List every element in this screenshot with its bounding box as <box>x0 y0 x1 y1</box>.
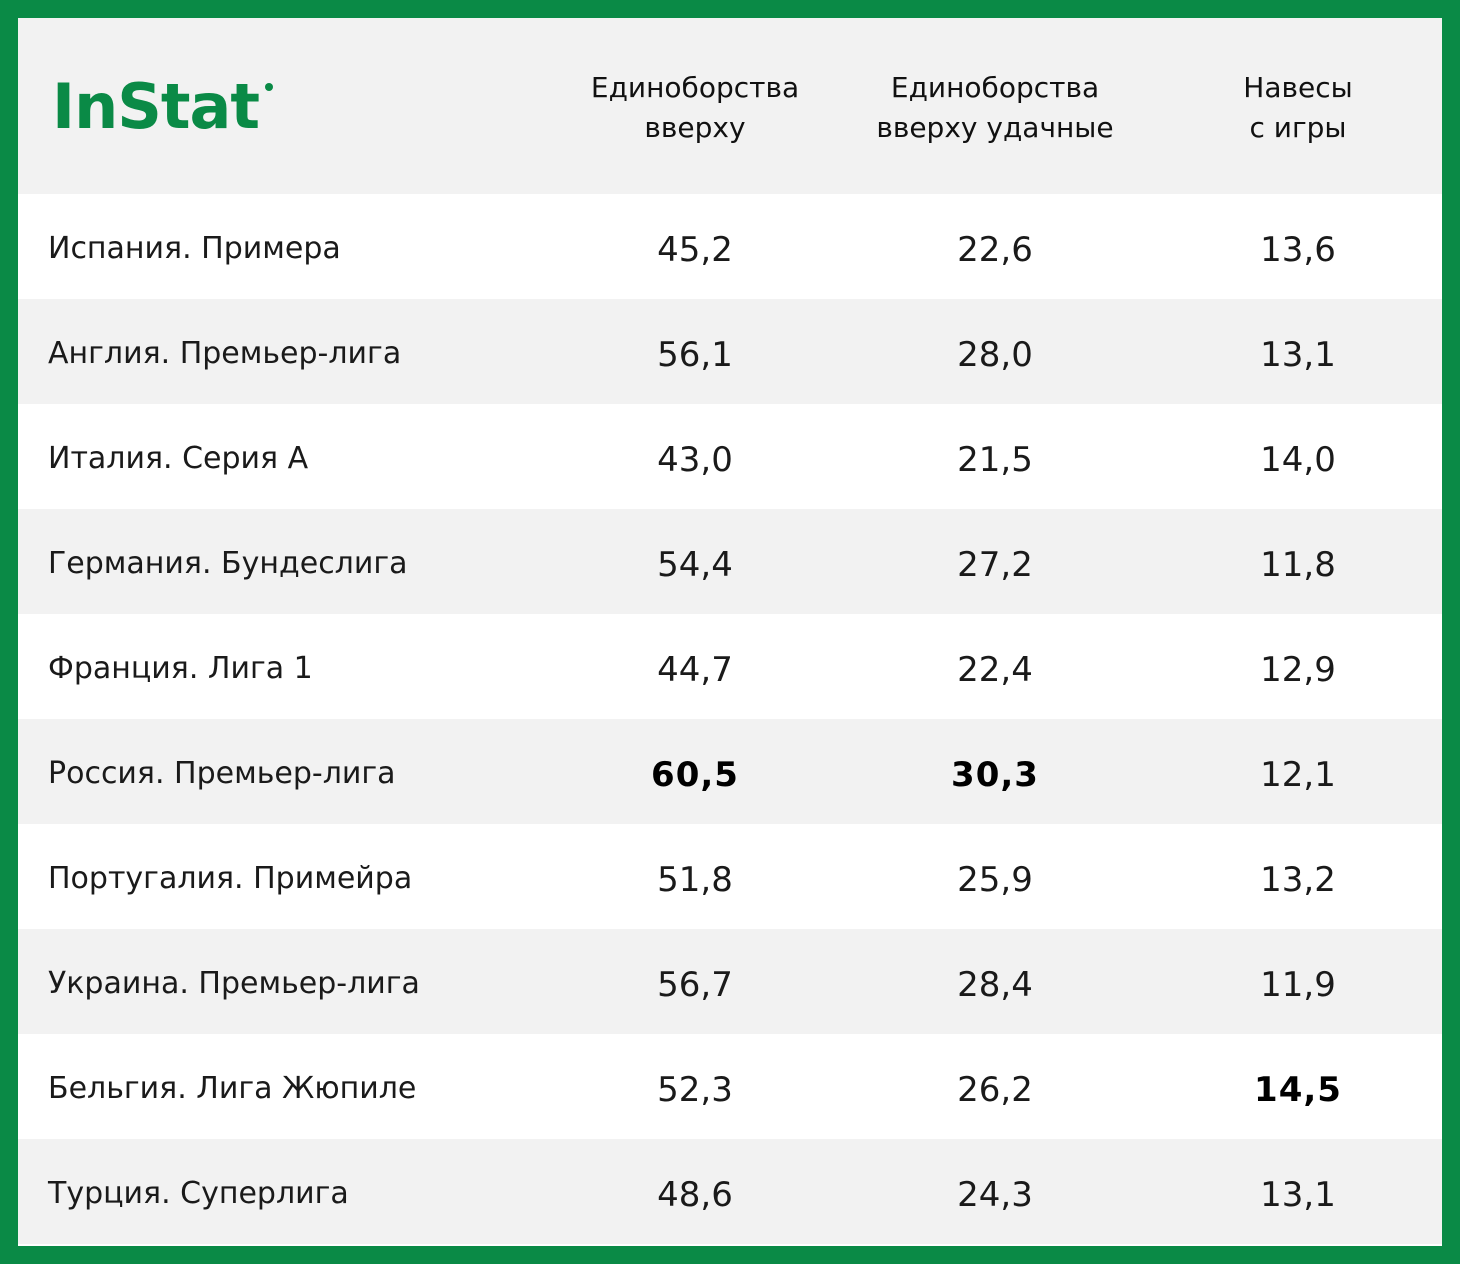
column-header-line: Навесы <box>1243 71 1353 104</box>
value-cell: 12,9 <box>1260 650 1336 690</box>
table-row: Франция. Лига 1 44,7 22,4 12,9 <box>18 614 1442 719</box>
table-row: Португалия. Примейра 51,8 25,9 13,2 <box>18 824 1442 929</box>
column-header-aerial-duels: Единоборства вверху <box>545 68 845 148</box>
table-body: Испания. Примера 45,2 22,6 13,6 Англия. Прем… <box>18 194 1442 1244</box>
column-header-line: вверху удачные <box>876 111 1114 144</box>
table-row: Турция. Суперлига 48,6 24,3 13,1 <box>18 1139 1442 1244</box>
value-cell: 21,5 <box>957 440 1033 480</box>
table-row: Англия. Премьер-лига 56,1 28,0 13,1 <box>18 299 1442 404</box>
table-row: Испания. Примера 45,2 22,6 13,6 <box>18 194 1442 299</box>
value-cell: 22,4 <box>957 650 1033 690</box>
column-header-line: Единоборства <box>890 71 1100 104</box>
value-cell: 28,4 <box>957 965 1033 1005</box>
value-cell: 14,0 <box>1260 440 1336 480</box>
value-cell: 30,3 <box>951 755 1039 795</box>
league-name: Италия. Серия А <box>48 441 309 476</box>
value-cell: 52,3 <box>657 1070 733 1110</box>
value-cell: 13,2 <box>1260 860 1336 900</box>
league-name: Испания. Примера <box>48 231 341 266</box>
value-cell: 56,7 <box>657 965 733 1005</box>
column-header-line: вверху <box>644 111 746 144</box>
value-cell: 13,6 <box>1260 230 1336 270</box>
column-header-crosses: Навесы с игры <box>1148 68 1448 148</box>
league-name: Германия. Бундеслига <box>48 546 408 581</box>
table-row: Бельгия. Лига Жюпиле 52,3 26,2 14,5 <box>18 1034 1442 1139</box>
league-name: Англия. Премьер-лига <box>48 336 402 371</box>
league-name: Франция. Лига 1 <box>48 651 313 686</box>
league-name: Украина. Премьер-лига <box>48 966 420 1001</box>
league-name: Россия. Премьер-лига <box>48 756 396 791</box>
value-cell: 25,9 <box>957 860 1033 900</box>
value-cell: 27,2 <box>957 545 1033 585</box>
column-header-line: Единоборства <box>590 71 800 104</box>
value-cell: 28,0 <box>957 335 1033 375</box>
league-name: Португалия. Примейра <box>48 861 413 896</box>
value-cell: 54,4 <box>657 545 733 585</box>
value-cell: 44,7 <box>657 650 733 690</box>
value-cell: 13,1 <box>1260 335 1336 375</box>
value-cell: 12,1 <box>1260 755 1336 795</box>
value-cell: 48,6 <box>657 1175 733 1215</box>
value-cell: 11,9 <box>1260 965 1336 1005</box>
table-row: Италия. Серия А 43,0 21,5 14,0 <box>18 404 1442 509</box>
value-cell: 13,1 <box>1260 1175 1336 1215</box>
value-cell: 56,1 <box>657 335 733 375</box>
column-header-aerial-duels-won: Единоборства вверху удачные <box>845 68 1145 148</box>
value-cell: 45,2 <box>657 230 733 270</box>
value-cell: 43,0 <box>657 440 733 480</box>
value-cell: 60,5 <box>651 755 739 795</box>
value-cell: 11,8 <box>1260 545 1336 585</box>
value-cell: 22,6 <box>957 230 1033 270</box>
table-row: Украина. Премьер-лига 56,7 28,4 11,9 <box>18 929 1442 1034</box>
instat-logo: InStat <box>52 70 260 143</box>
table-row: Россия. Премьер-лига 60,5 30,3 12,1 <box>18 719 1442 824</box>
league-name: Турция. Суперлига <box>48 1176 349 1211</box>
value-cell: 51,8 <box>657 860 733 900</box>
table-row: Германия. Бундеслига 54,4 27,2 11,8 <box>18 509 1442 614</box>
value-cell: 24,3 <box>957 1175 1033 1215</box>
table-header: InStat Единоборства вверху Единоборства … <box>18 18 1442 194</box>
value-cell: 14,5 <box>1254 1070 1342 1110</box>
logo-dot-icon <box>265 83 273 91</box>
league-name: Бельгия. Лига Жюпиле <box>48 1071 417 1106</box>
column-header-line: с игры <box>1249 111 1347 144</box>
value-cell: 26,2 <box>957 1070 1033 1110</box>
stats-table: InStat Единоборства вверху Единоборства … <box>18 18 1442 1246</box>
